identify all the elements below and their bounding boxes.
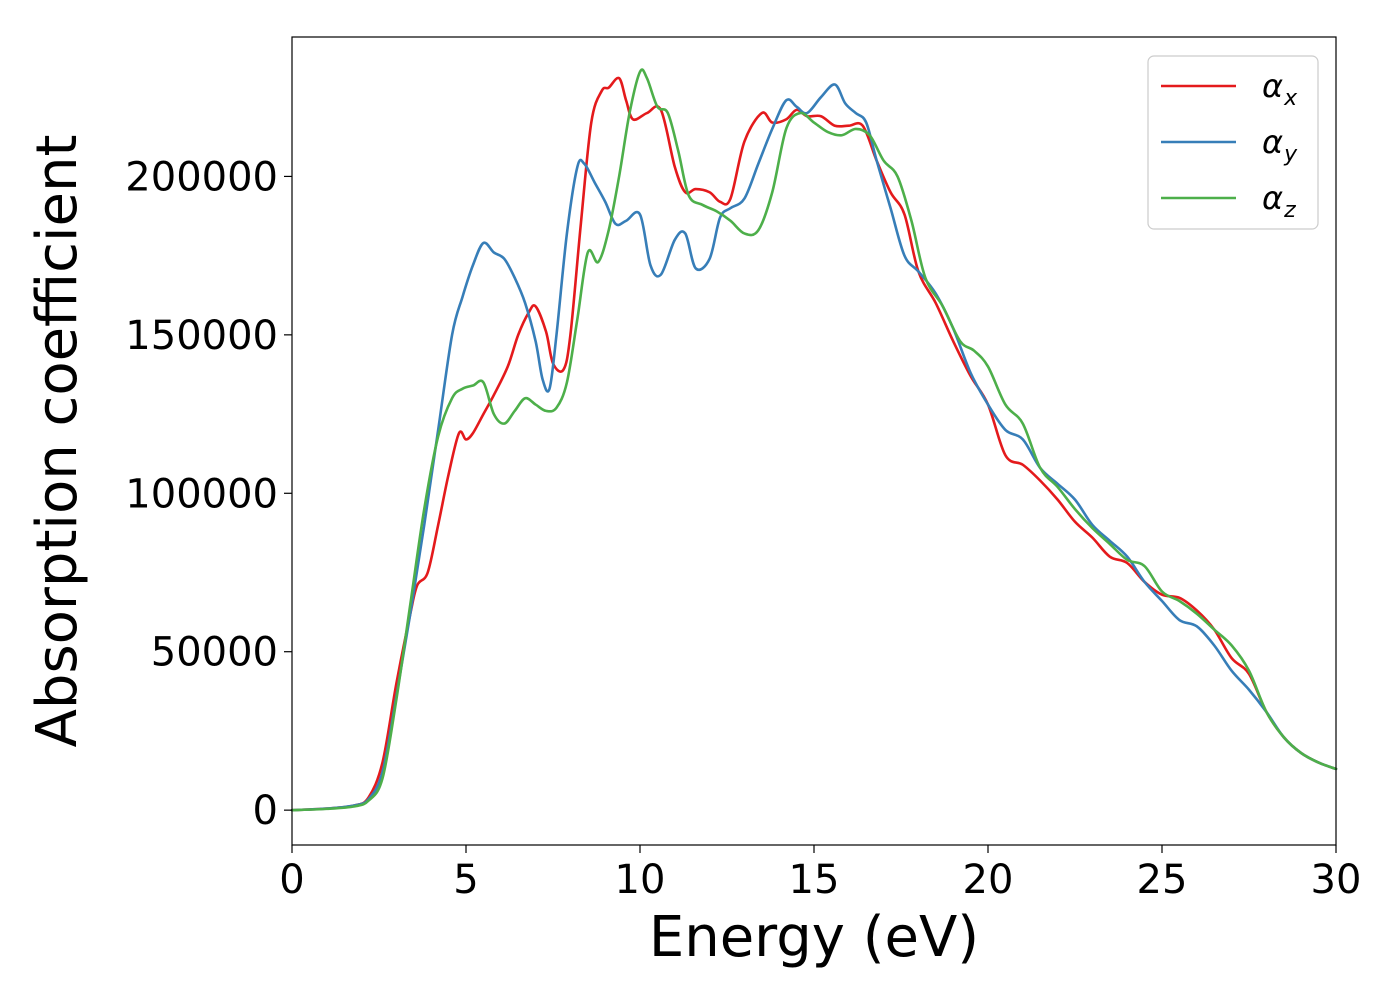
series-line-alpha-z xyxy=(290,68,1338,812)
series-line-alpha-x xyxy=(290,76,1338,812)
x-tick-label: 20 xyxy=(963,857,1014,903)
x-axis-label: Energy (eV) xyxy=(649,905,979,970)
series-line-alpha-y xyxy=(290,83,1338,812)
series-layer xyxy=(290,68,1338,812)
y-tick-label: 150000 xyxy=(125,313,278,359)
x-tick-label: 0 xyxy=(279,857,304,903)
y-tick-label: 200000 xyxy=(125,154,278,200)
x-tick-label: 10 xyxy=(615,857,666,903)
y-tick-label: 50000 xyxy=(151,630,278,676)
x-tick-label: 5 xyxy=(453,857,478,903)
x-axis: 0 5 10 15 20 25 30 xyxy=(279,845,1361,903)
y-axis-label: Absorption coefficient xyxy=(25,135,90,748)
y-tick-label: 0 xyxy=(253,788,278,834)
x-tick-label: 15 xyxy=(789,857,840,903)
y-tick-label: 100000 xyxy=(125,471,278,517)
x-tick-label: 30 xyxy=(1311,857,1362,903)
y-axis: 0 50000 100000 150000 200000 xyxy=(125,154,292,834)
x-tick-label: 25 xyxy=(1137,857,1188,903)
